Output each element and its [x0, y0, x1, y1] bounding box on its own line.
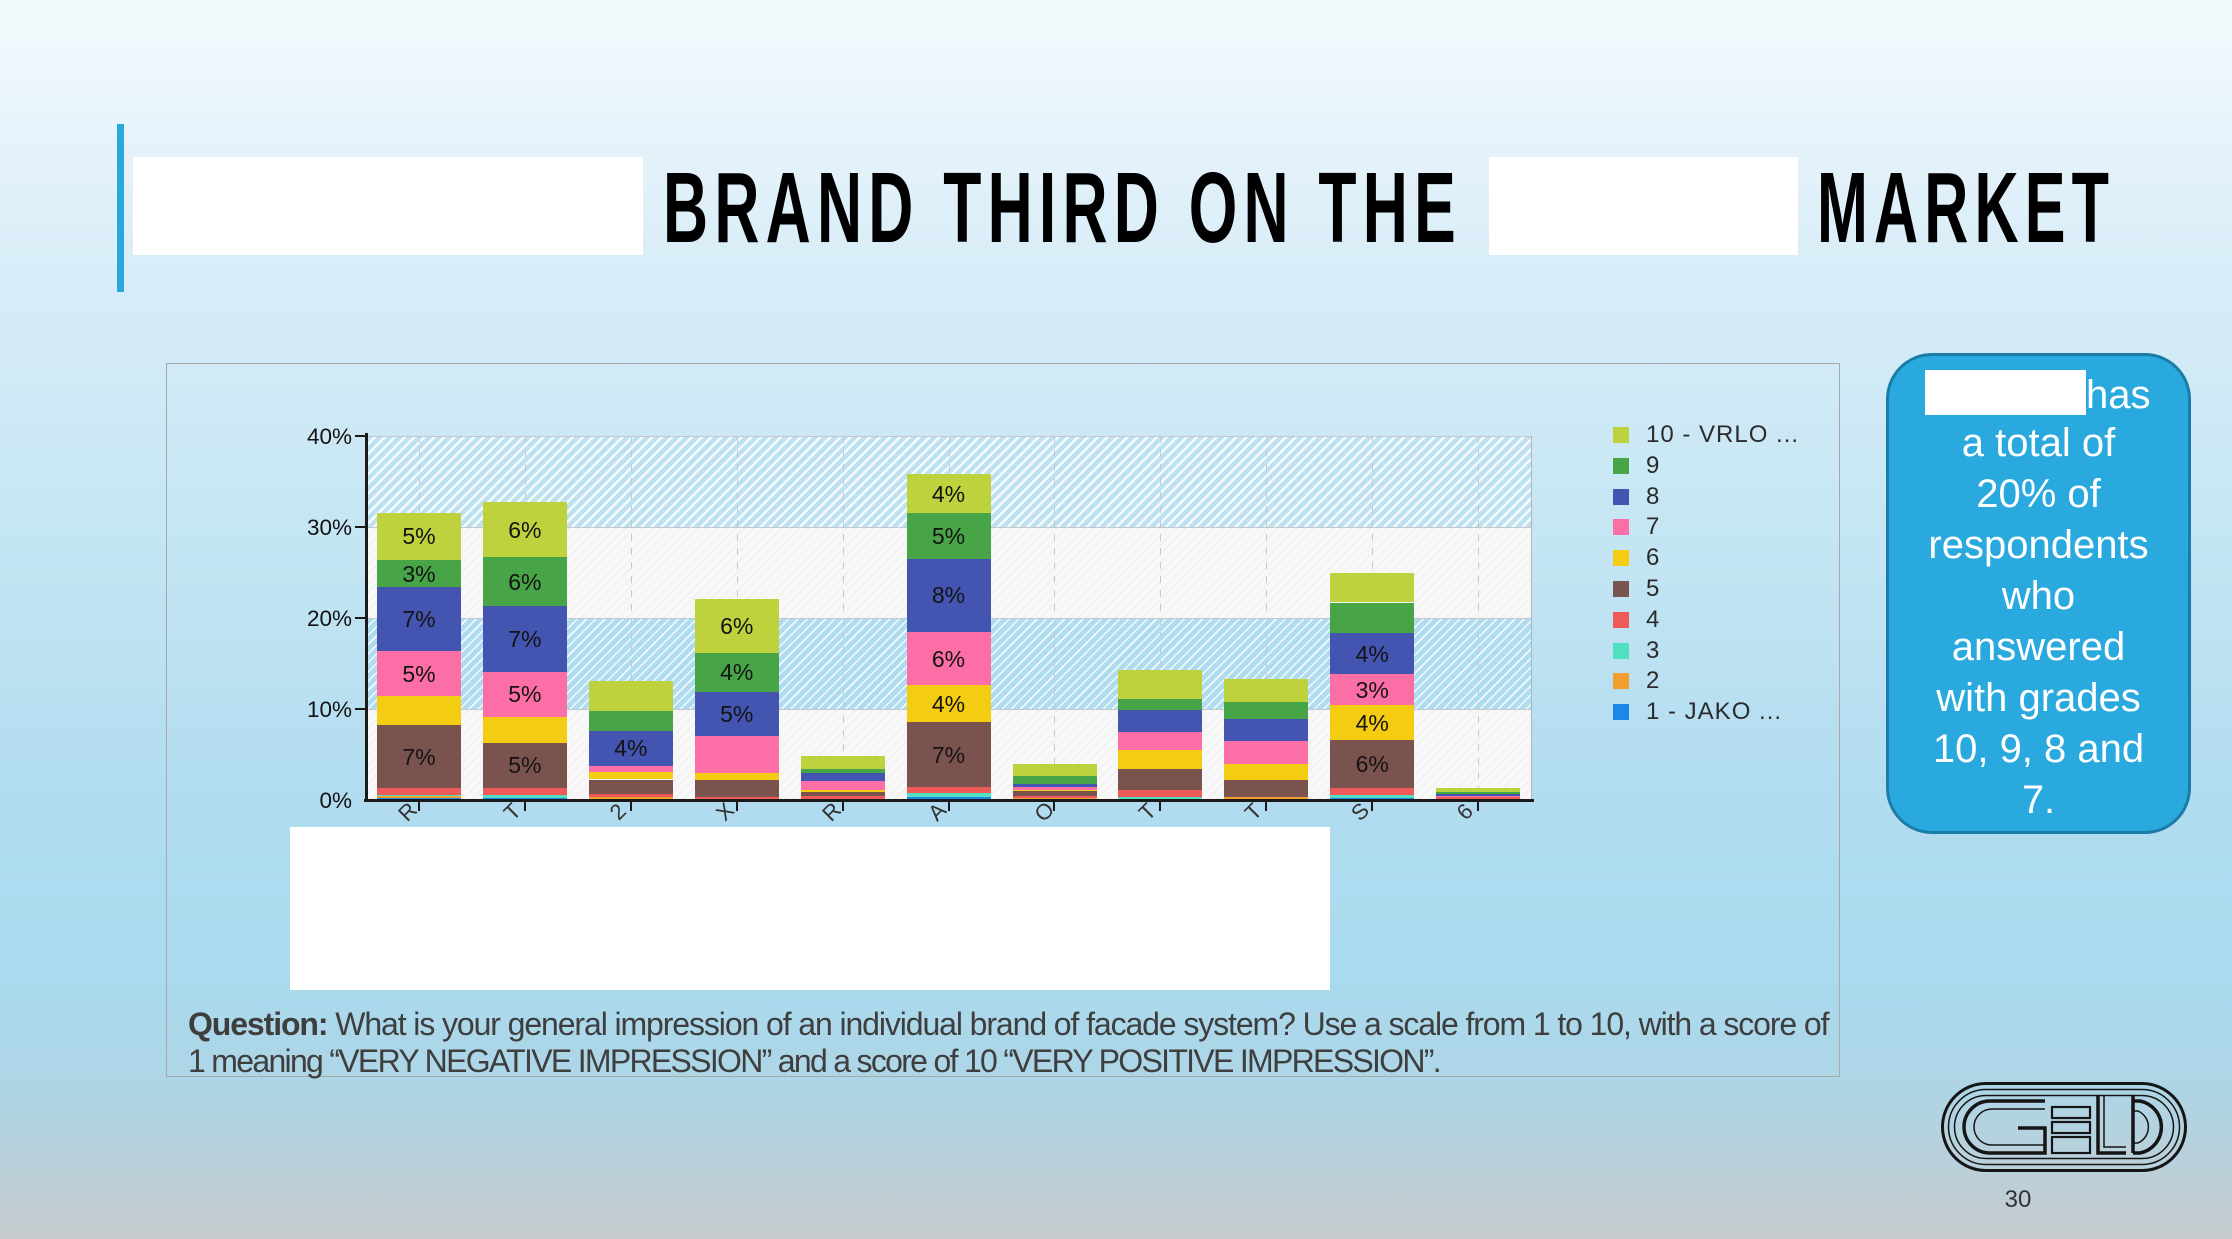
svg-text:MARKET: MARKET	[1817, 152, 2115, 264]
svg-text:BRAND THIRD ON THE: BRAND THIRD ON THE	[663, 152, 1462, 264]
